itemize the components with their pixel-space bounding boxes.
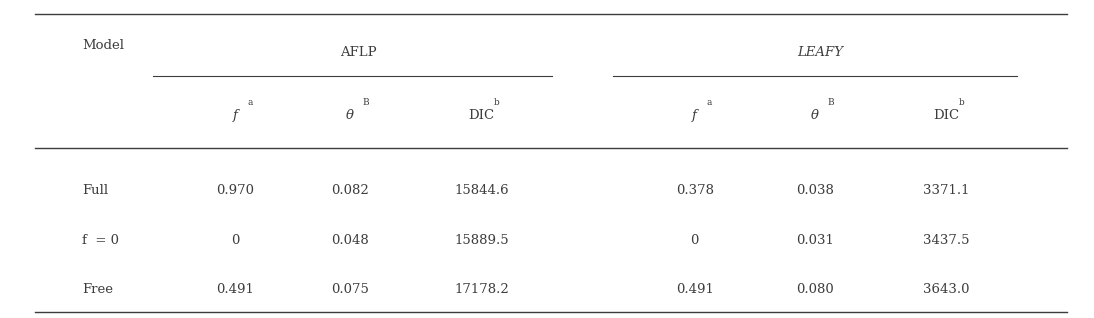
Text: B: B — [827, 98, 834, 107]
Text: 15889.5: 15889.5 — [454, 234, 509, 246]
Text: DIC: DIC — [933, 109, 959, 122]
Text: AFLP: AFLP — [340, 46, 376, 59]
Text: f  = 0: f = 0 — [82, 234, 119, 246]
Text: 3643.0: 3643.0 — [923, 283, 969, 296]
Text: B: B — [362, 98, 369, 107]
Text: Free: Free — [82, 283, 113, 296]
Text: 0.075: 0.075 — [331, 283, 369, 296]
Text: 3437.5: 3437.5 — [923, 234, 969, 246]
Text: 0.080: 0.080 — [796, 283, 834, 296]
Text: 17178.2: 17178.2 — [454, 283, 509, 296]
Text: θ: θ — [811, 109, 819, 122]
Text: 0: 0 — [690, 234, 699, 246]
Text: 0.378: 0.378 — [676, 184, 713, 197]
Text: 0.970: 0.970 — [217, 184, 254, 197]
Text: a: a — [247, 98, 253, 107]
Text: 0.491: 0.491 — [217, 283, 254, 296]
Text: Full: Full — [82, 184, 108, 197]
Text: 0.038: 0.038 — [796, 184, 834, 197]
Text: 3371.1: 3371.1 — [923, 184, 969, 197]
Text: a: a — [707, 98, 712, 107]
Text: 0.048: 0.048 — [331, 234, 369, 246]
Text: b: b — [493, 98, 499, 107]
Text: 15844.6: 15844.6 — [454, 184, 509, 197]
Text: 0.031: 0.031 — [796, 234, 834, 246]
Text: b: b — [958, 98, 964, 107]
Text: f: f — [693, 109, 697, 122]
Text: f: f — [233, 109, 237, 122]
Text: 0: 0 — [231, 234, 240, 246]
Text: Model: Model — [82, 39, 124, 52]
Text: LEAFY: LEAFY — [798, 46, 843, 59]
Text: 0.491: 0.491 — [676, 283, 713, 296]
Text: 0.082: 0.082 — [331, 184, 369, 197]
Text: DIC: DIC — [468, 109, 494, 122]
Text: θ: θ — [346, 109, 354, 122]
